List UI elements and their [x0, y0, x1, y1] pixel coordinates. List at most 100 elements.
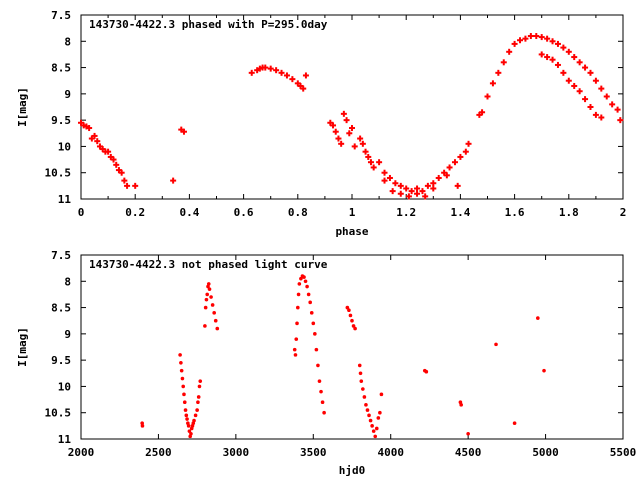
data-point — [330, 122, 337, 129]
data-point — [451, 159, 458, 166]
data-point — [313, 332, 317, 336]
data-point — [213, 318, 218, 323]
y-tick-label: 10 — [58, 140, 71, 153]
data-point — [349, 125, 355, 132]
x-tick-label: 1.8 — [559, 206, 579, 219]
data-point — [121, 177, 128, 184]
data-point — [424, 369, 429, 374]
data-point — [203, 324, 207, 328]
data-point — [132, 182, 139, 189]
x-tick-label: 2000 — [68, 446, 95, 459]
y-tick-label: 10.5 — [45, 167, 72, 180]
data-point — [91, 132, 98, 139]
data-point — [308, 300, 312, 305]
y-tick-label: 8.5 — [51, 62, 71, 75]
data-point — [343, 117, 350, 124]
data-point — [197, 384, 202, 389]
y-tick-label: 8.5 — [51, 302, 71, 315]
data-point — [389, 188, 396, 195]
x-tick-label: 4000 — [377, 446, 404, 459]
data-point — [430, 180, 437, 187]
data-point — [317, 379, 322, 383]
x-tick-label: 0.8 — [288, 206, 308, 219]
data-point — [180, 376, 185, 381]
data-point — [187, 429, 192, 433]
data-point — [582, 64, 589, 71]
x-axis-label: hjd0 — [339, 464, 366, 477]
data-point — [542, 368, 546, 373]
data-point — [479, 109, 486, 116]
data-point — [340, 110, 347, 117]
data-point — [414, 185, 421, 192]
data-point — [459, 403, 463, 407]
data-point — [345, 305, 350, 310]
data-point — [110, 156, 117, 163]
data-point — [381, 169, 388, 176]
data-point — [182, 400, 187, 405]
data-point — [179, 360, 183, 365]
data-point — [365, 153, 372, 160]
data-point — [306, 292, 311, 297]
data-point — [364, 403, 368, 407]
data-point — [435, 174, 442, 181]
data-point — [571, 82, 578, 89]
data-point — [368, 418, 373, 423]
data-point — [293, 353, 298, 357]
data-point — [371, 429, 376, 433]
x-tick-label: 2 — [620, 206, 627, 219]
data-point — [204, 297, 209, 302]
data-point — [484, 93, 491, 100]
chart-title: 143730-4422.3 not phased light curve — [89, 258, 328, 271]
data-point — [500, 59, 507, 66]
data-point — [466, 431, 470, 436]
data-point — [544, 54, 551, 61]
data-point — [443, 172, 450, 179]
data-point — [215, 326, 220, 331]
data-point — [283, 72, 290, 79]
x-tick-label: 1.4 — [450, 206, 470, 219]
y-tick-label: 11 — [58, 193, 72, 206]
data-point — [587, 69, 594, 76]
data-point — [303, 279, 308, 284]
x-tick-label: 2500 — [145, 446, 172, 459]
data-point — [113, 161, 120, 168]
data-point — [419, 188, 426, 195]
data-point — [212, 311, 216, 315]
x-axis-label: phase — [335, 225, 368, 238]
data-point — [560, 44, 567, 51]
data-point — [397, 182, 404, 189]
data-point — [353, 326, 357, 331]
x-tick-label: 1.2 — [396, 206, 416, 219]
x-tick-label: 0.6 — [234, 206, 254, 219]
data-point — [614, 106, 621, 113]
data-point — [140, 424, 145, 428]
data-point — [300, 85, 307, 92]
x-tick-label: 1.6 — [505, 206, 525, 219]
data-point — [248, 69, 255, 76]
data-point — [357, 135, 364, 142]
data-point — [350, 318, 354, 323]
data-point — [361, 387, 365, 391]
data-point — [297, 282, 302, 286]
data-point — [392, 180, 399, 187]
plot-frame — [80, 254, 624, 440]
data-point — [457, 153, 464, 160]
data-point — [527, 33, 534, 40]
data-point — [376, 159, 383, 166]
y-tick-label: 9.5 — [51, 114, 71, 127]
data-point — [198, 379, 203, 383]
y-tick-label: 9.5 — [51, 354, 71, 367]
data-point — [359, 140, 366, 147]
y-axis-label: I[mag] — [16, 87, 29, 127]
data-point — [544, 35, 551, 42]
data-point — [465, 140, 472, 147]
x-tick-label: 0.2 — [125, 206, 145, 219]
data-point — [193, 413, 198, 418]
data-point — [322, 410, 326, 415]
data-point — [522, 35, 529, 42]
x-tick-label: 5500 — [610, 446, 637, 459]
data-point — [124, 182, 131, 189]
data-point — [554, 40, 561, 47]
